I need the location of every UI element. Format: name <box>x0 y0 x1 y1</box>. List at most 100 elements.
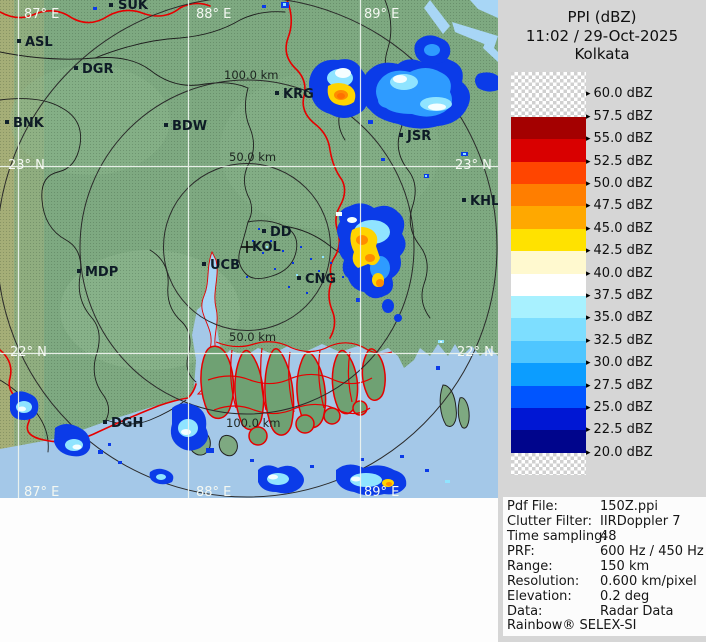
tick-arrow-icon: ▸ <box>586 313 591 324</box>
latlong-label: 88° E <box>196 7 231 22</box>
tick-arrow-icon: ▸ <box>586 246 591 257</box>
echo-mid-cell <box>336 203 406 322</box>
city-label-suk: SUK <box>118 0 149 13</box>
tick-arrow-icon: ▸ <box>586 358 591 369</box>
dbz-tick-label: 45.0 dBZ <box>593 220 653 236</box>
dbz-tick: ▸ 25.0 dBZ <box>586 400 653 416</box>
info-row: Time sampling: 48 <box>503 529 706 544</box>
range-ring-labels: 100.0 km 50.0 km 50.0 km 100.0 km <box>224 68 280 430</box>
colorbar-cell <box>511 206 586 229</box>
dbz-tick-label: 55.0 dBZ <box>593 131 653 147</box>
colorbar-cell <box>511 273 586 296</box>
dbz-tick-label: 57.5 dBZ <box>593 108 653 124</box>
dbz-tick-label: 20.0 dBZ <box>593 444 653 460</box>
tick-arrow-icon: ▸ <box>586 291 591 301</box>
scan-info-rows: Pdf File: 150Z.ppi Clutter Filter: IIRDoppl… <box>503 497 706 619</box>
info-label: Time sampling: <box>507 529 607 544</box>
info-value: Radar Data <box>600 604 674 619</box>
echo-northeast-cluster <box>93 2 498 129</box>
dbz-tick-label: 25.0 dBZ <box>593 400 653 415</box>
info-value: 48 <box>600 529 617 544</box>
city-marker <box>297 276 301 280</box>
city-label-dd: DD <box>270 225 292 240</box>
info-value: 150 km <box>600 559 650 574</box>
product-title: PPI (dBZ) <box>567 8 637 26</box>
colorbar-cell <box>511 340 586 364</box>
city-label-mdp: MDP <box>85 265 118 280</box>
dbz-tick: ▸ 60.0 dBZ <box>586 86 653 102</box>
range-label: 50.0 km <box>229 150 276 164</box>
dbz-tick-label: 40.0 dBZ <box>593 265 653 281</box>
info-label: Clutter Filter: <box>507 514 592 529</box>
info-row: Data: Radar Data <box>503 604 706 619</box>
radar-map-area: 100.0 km 50.0 km 50.0 km 100.0 km 87° E 88° … <box>0 0 499 500</box>
echo-bottom-center <box>250 455 450 496</box>
city-markers <box>5 3 466 424</box>
dbz-tick: ▸ 52.5 dBZ <box>586 154 653 170</box>
city-marker <box>5 120 9 124</box>
tick-arrow-icon: ▸ <box>586 425 591 436</box>
dbz-tick-label: 22.5 dBZ <box>593 422 653 438</box>
info-label: Elevation: <box>507 589 572 604</box>
tick-arrow-icon: ▸ <box>586 134 591 145</box>
info-label: Pdf File: <box>507 499 558 514</box>
info-value: 150Z.ppi <box>600 499 658 514</box>
dbz-tick-label: 60.0 dBZ <box>593 86 653 102</box>
scan-info-box: Pdf File: 150Z.ppi Clutter Filter: IIRDoppl… <box>503 497 706 636</box>
info-row: Resolution: 0.600 km/pixel <box>503 574 706 589</box>
side-panel: PPI (dBZ) 11:02 / 29-Oct-2025 Kolkata ▸ 6… <box>498 0 706 642</box>
range-label: 50.0 km <box>229 330 276 344</box>
dbz-tick-label: 27.5 dBZ <box>593 377 653 393</box>
info-value: 600 Hz / 450 Hz <box>600 544 704 559</box>
latlong-label: 87° E <box>24 7 59 22</box>
colorbar-cell <box>511 452 586 476</box>
tick-arrow-icon: ▸ <box>586 223 591 234</box>
latlong-label: 22° N <box>457 345 494 360</box>
dbz-tick-label: 50.0 dBZ <box>593 176 653 191</box>
latlong-label: 23° N <box>8 158 45 173</box>
station-name: Kolkata <box>574 45 630 63</box>
city-marker <box>17 39 21 43</box>
info-label: Data: <box>507 604 543 619</box>
tick-arrow-icon: ▸ <box>586 447 591 458</box>
colorbar-cell <box>511 318 586 341</box>
city-marker <box>103 420 107 424</box>
range-rings <box>0 0 498 498</box>
rivers-northeast <box>424 0 498 62</box>
colorbar-cell <box>511 139 586 162</box>
tick-arrow-icon: ▸ <box>586 268 591 279</box>
dbz-tick: ▸ 45.0 dBZ <box>586 221 653 237</box>
info-label: Range: <box>507 559 553 574</box>
latlong-label: 88° E <box>196 485 231 498</box>
city-label-bdw: BDW <box>172 119 207 134</box>
dbz-tick: ▸ 27.5 dBZ <box>586 378 653 394</box>
info-row: Pdf File: 150Z.ppi <box>503 499 706 514</box>
ground-clutter <box>236 228 344 294</box>
delta-channels <box>207 341 393 415</box>
city-marker <box>164 123 168 127</box>
range-label: 100.0 km <box>224 68 278 82</box>
dbz-tick: ▸ 57.5 dBZ <box>586 109 653 125</box>
info-value: IIRDoppler 7 <box>600 514 681 529</box>
info-label: Resolution: <box>507 574 580 589</box>
city-marker <box>275 91 279 95</box>
city-label-krg: KRG <box>283 87 314 102</box>
city-label-cng: CNG <box>305 272 336 287</box>
dbz-tick: ▸ 32.5 dBZ <box>586 333 653 349</box>
range-label: 100.0 km <box>226 416 280 430</box>
dbz-tick-label: 47.5 dBZ <box>593 198 653 214</box>
latlong-label: 22° N <box>10 345 47 360</box>
tick-arrow-icon: ▸ <box>586 89 591 100</box>
colorbar-cell <box>511 116 586 140</box>
colorbar-cell <box>511 94 586 117</box>
tick-arrow-icon: ▸ <box>586 156 591 167</box>
info-row: PRF: 600 Hz / 450 Hz <box>503 544 706 559</box>
colorbar-cell <box>511 363 586 386</box>
dbz-tick: ▸ 42.5 dBZ <box>586 243 653 259</box>
echo-small-specks <box>381 152 468 370</box>
dbz-tick: ▸ 47.5 dBZ <box>586 198 653 214</box>
latlong-labels: 87° E 88° E 89° E 87° E 88° E 89° E 23° N 23° N… <box>8 7 494 500</box>
echo-krg-cell <box>309 59 369 118</box>
city-label-ucb: UCB <box>210 258 240 273</box>
